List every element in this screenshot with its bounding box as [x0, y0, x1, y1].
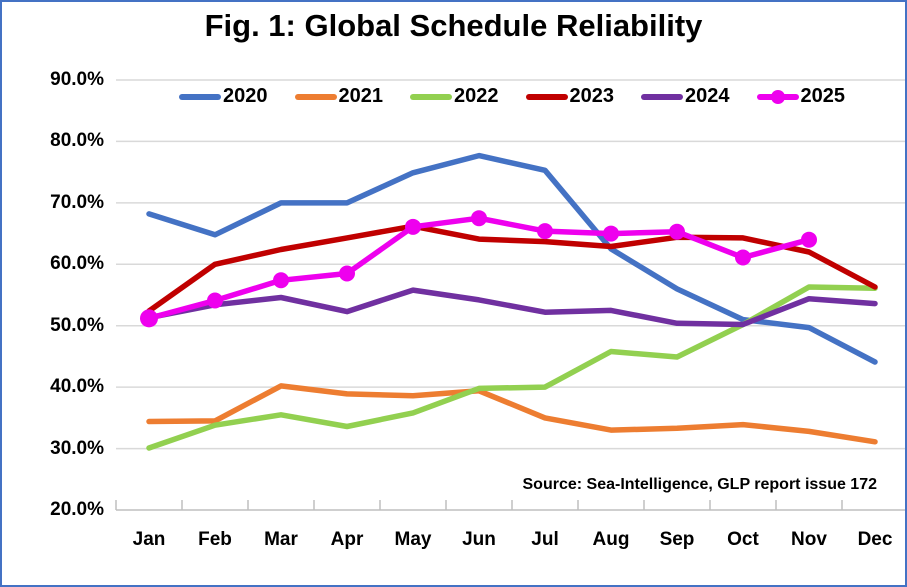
- source-note: Source: Sea-Intelligence, GLP report iss…: [522, 476, 878, 493]
- legend-swatch-2023: [525, 93, 568, 100]
- series-line-2024: [146, 287, 878, 328]
- y-tick-label: 20.0%: [50, 499, 104, 520]
- data-marker-2025-Jul: [537, 223, 553, 240]
- x-tick-label-Feb: Feb: [198, 529, 232, 550]
- x-tick-label-Dec: Dec: [857, 529, 893, 550]
- data-marker-2025-Nov: [801, 231, 817, 248]
- data-marker-2025-May: [405, 218, 421, 235]
- legend-marker-dot: [770, 89, 785, 104]
- y-tick-label: 30.0%: [50, 437, 104, 459]
- legend-swatch-2021: [294, 93, 337, 100]
- data-marker-2025-Jun: [471, 210, 487, 227]
- data-marker-2025-Oct: [735, 249, 751, 266]
- data-marker-2025-Mar: [273, 272, 289, 289]
- data-marker-2025-Jan: [140, 309, 158, 328]
- series-line-2021: [146, 383, 878, 445]
- legend-label-2024: 2024: [685, 85, 730, 107]
- x-tick-label-Mar: Mar: [264, 529, 298, 550]
- legend-label-2021: 2021: [338, 85, 384, 107]
- series-line-2023: [146, 223, 878, 314]
- x-tick-label-Nov: Nov: [791, 529, 827, 550]
- legend-item-2024: 2024: [641, 85, 730, 108]
- legend-item-2021: 2021: [294, 85, 384, 108]
- data-marker-2025-Aug: [603, 225, 619, 242]
- y-tick-label: 70.0%: [50, 191, 104, 213]
- legend-item-2022: 2022: [410, 85, 499, 108]
- legend-item-2025: 2025: [756, 85, 846, 108]
- series-line-2020: [146, 152, 878, 365]
- legend-label-2023: 2023: [569, 85, 615, 107]
- chart-title: Fig. 1: Global Schedule Reliability: [204, 8, 703, 43]
- data-marker-2025-Feb: [207, 292, 223, 309]
- legend-swatch-2024: [641, 93, 683, 100]
- series-line-2022: [146, 284, 878, 451]
- data-marker-2025-Sep: [669, 223, 685, 240]
- legend-label-2020: 2020: [223, 85, 268, 107]
- legend-swatch-2022: [410, 93, 452, 100]
- y-tick-label: 40.0%: [50, 376, 104, 398]
- legend-item-2023: 2023: [525, 85, 615, 108]
- chart-legend: 2020 2021 2022 2023 2024 2025: [116, 85, 905, 108]
- y-tick-label: 80.0%: [50, 130, 104, 152]
- y-tick-label: 60.0%: [50, 253, 104, 275]
- x-tick-label-Jan: Jan: [132, 529, 166, 550]
- x-tick-label-Aug: Aug: [592, 529, 630, 550]
- legend-label-2022: 2022: [454, 85, 499, 107]
- x-tick-label-Jun: Jun: [462, 529, 496, 550]
- legend-label-2025: 2025: [800, 85, 846, 107]
- data-marker-2025-Apr: [339, 265, 355, 282]
- x-tick-label-Jul: Jul: [531, 529, 559, 550]
- x-tick-label-Oct: Oct: [727, 529, 759, 550]
- legend-item-2020: 2020: [179, 85, 268, 108]
- x-tick-label-Sep: Sep: [659, 529, 695, 550]
- x-tick-label-Apr: Apr: [330, 529, 364, 550]
- y-tick-label: 90.0%: [50, 69, 104, 90]
- x-tick-label-May: May: [394, 529, 432, 550]
- legend-swatch-2025: [756, 89, 799, 104]
- y-tick-label: 50.0%: [50, 314, 104, 336]
- legend-swatch-2020: [179, 93, 221, 100]
